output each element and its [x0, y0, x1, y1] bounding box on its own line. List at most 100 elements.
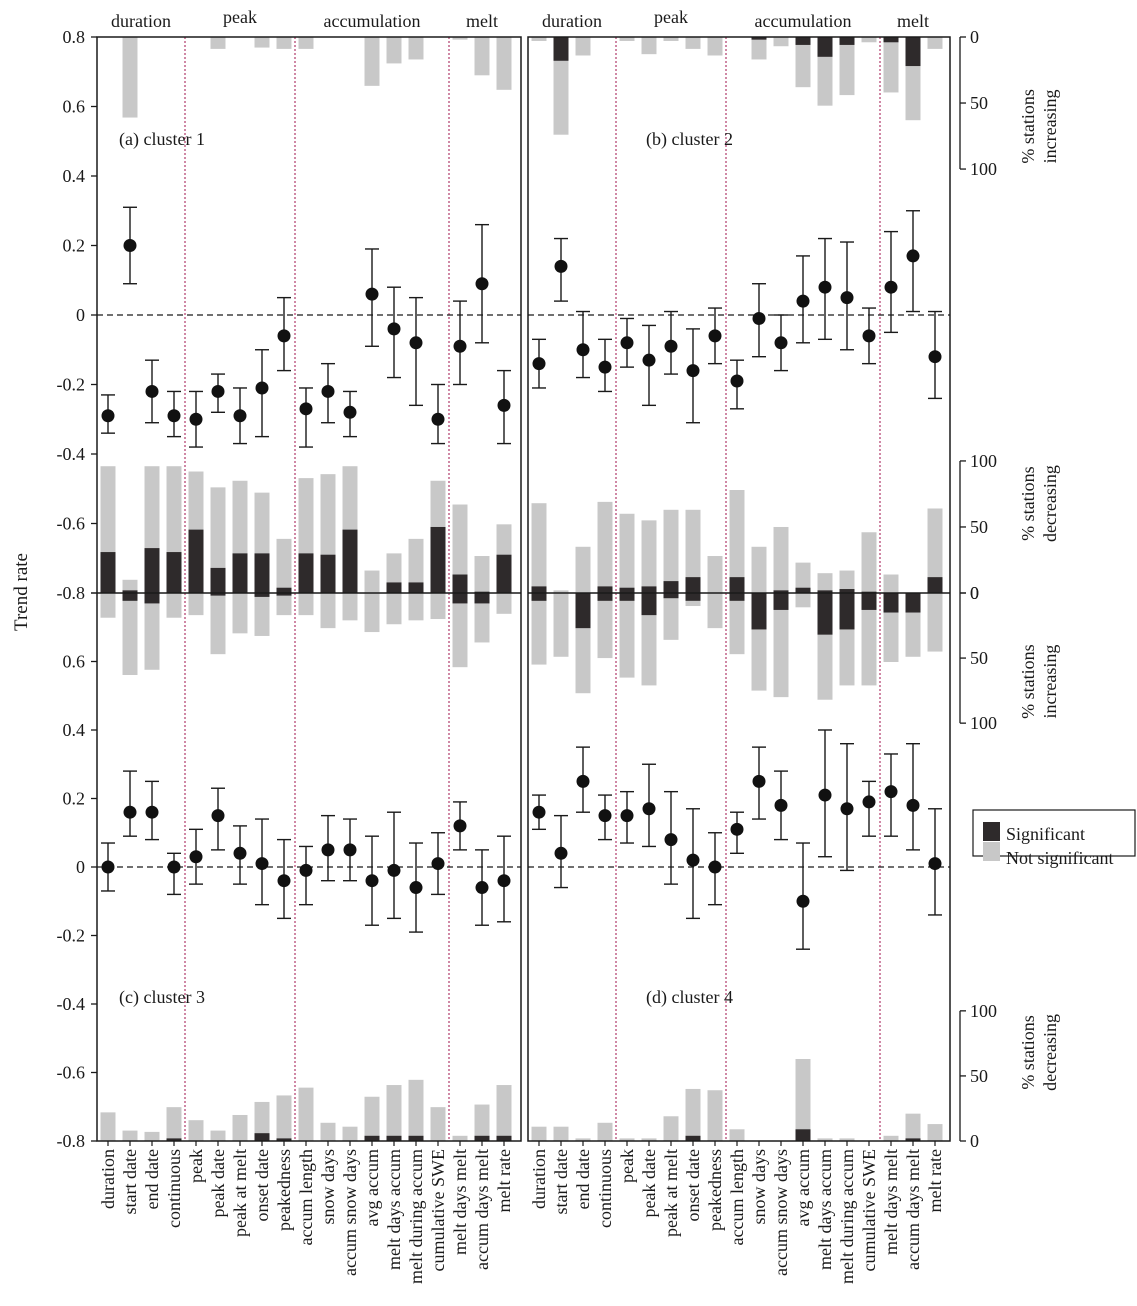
- y-tick-label: 0.6: [63, 97, 86, 117]
- increasing-bar: [685, 37, 701, 49]
- decreasing-bar-significant: [474, 1135, 490, 1141]
- increasing-bar-significant: [751, 593, 767, 630]
- trend-point: [233, 846, 247, 860]
- trend-point: [642, 802, 656, 816]
- decreasing-bar: [452, 1135, 468, 1141]
- x-tick-label: accum snow days: [340, 1149, 360, 1276]
- trend-point: [642, 353, 656, 367]
- right-tick-label-increasing: 100: [970, 159, 997, 179]
- x-tick-label: onset date: [252, 1149, 272, 1221]
- decreasing-bar-significant: [342, 529, 358, 593]
- increasing-bar-significant: [122, 593, 138, 601]
- decreasing-bar-significant: [795, 1129, 811, 1141]
- x-tick-label: cumulative SWE: [428, 1149, 448, 1271]
- increasing-bar: [452, 37, 468, 40]
- increasing-bar-significant: [861, 593, 877, 610]
- trend-point: [431, 857, 445, 871]
- decreasing-bar: [298, 1087, 314, 1141]
- increasing-bar-significant: [883, 593, 899, 613]
- trend-point: [532, 805, 546, 819]
- increasing-bar: [619, 37, 635, 41]
- legend-label-significant: Significant: [1006, 824, 1085, 844]
- decreasing-bar-significant: [188, 529, 204, 593]
- decreasing-bar-significant: [144, 548, 160, 593]
- decreasing-bar-significant: [496, 554, 512, 593]
- increasing-bar-significant: [905, 593, 921, 613]
- increasing-bar: [531, 593, 547, 665]
- increasing-bar: [927, 593, 943, 652]
- increasing-bar: [342, 593, 358, 621]
- decreasing-bar-significant: [122, 590, 138, 593]
- x-tick-label: melt days accum: [815, 1149, 835, 1270]
- trend-point: [101, 409, 115, 423]
- decreasing-bar-significant: [452, 574, 468, 593]
- decreasing-bar: [751, 546, 767, 593]
- decreasing-bar: [795, 1059, 811, 1141]
- trend-point: [620, 809, 634, 823]
- increasing-bar: [144, 593, 160, 670]
- trend-point: [686, 853, 700, 867]
- x-tick-label: peakedness: [274, 1149, 294, 1231]
- x-tick-label: peakedness: [705, 1149, 725, 1231]
- x-tick-label: peak: [617, 1149, 637, 1183]
- decreasing-bar: [883, 1135, 899, 1141]
- decreasing-bar: [619, 513, 635, 593]
- x-tick-label: melt during accum: [406, 1149, 426, 1284]
- decreasing-bar-significant: [839, 589, 855, 593]
- decreasing-bar-significant: [298, 553, 314, 593]
- increasing-bar-significant: [597, 593, 613, 601]
- x-tick-label: melt days melt: [881, 1149, 901, 1255]
- x-tick-label: peak: [186, 1149, 206, 1183]
- x-tick-label: accum days melt: [472, 1149, 492, 1270]
- group-label-duration: duration: [542, 11, 602, 31]
- decreasing-bar-significant: [386, 582, 402, 593]
- trend-point: [906, 249, 920, 263]
- decreasing-bar-significant: [773, 590, 789, 593]
- trend-point: [255, 381, 269, 395]
- decreasing-bar: [276, 1095, 292, 1141]
- axes-layer: 0.8 0.6 0.4 0.2 0 -0.2 -0.4 -0.6 -0.8 0.6 0.4 0.2 0 -…: [57, 7, 1061, 1284]
- increasing-bar: [364, 593, 380, 633]
- increasing-bar-significant: [663, 593, 679, 599]
- increasing-bar: [408, 593, 424, 621]
- trend-point: [167, 409, 181, 423]
- decreasing-bar: [729, 1129, 745, 1141]
- decreasing-bar: [188, 1120, 204, 1141]
- decreasing-bar-significant: [927, 577, 943, 593]
- trend-point: [796, 294, 810, 308]
- increasing-bar: [452, 593, 468, 668]
- decreasing-bar: [408, 538, 424, 593]
- increasing-bar-significant: [729, 593, 745, 601]
- decreasing-bar: [166, 1107, 182, 1141]
- increasing-bar-significant: [883, 37, 899, 43]
- trend-point: [598, 809, 612, 823]
- frame-left: [96, 36, 522, 1142]
- decreasing-bar: [773, 526, 789, 593]
- x-tick-label: accum days melt: [903, 1149, 923, 1270]
- increasing-bar: [298, 593, 314, 616]
- decreasing-bar: [795, 562, 811, 593]
- x-tick-label: peak date: [639, 1149, 659, 1217]
- x-tick-label: avg accum: [362, 1149, 382, 1226]
- decreasing-bar: [144, 1131, 160, 1141]
- decreasing-bar-significant: [641, 586, 657, 593]
- decreasing-bar: [927, 1124, 943, 1141]
- trend-point: [475, 881, 489, 895]
- legend-label-not-significant: Not significant: [1006, 848, 1113, 868]
- increasing-bar: [773, 37, 789, 47]
- decreasing-bar: [927, 508, 943, 593]
- increasing-bar: [597, 593, 613, 659]
- increasing-bar: [232, 593, 248, 634]
- trend-point: [818, 280, 832, 294]
- x-tick-label: continuous: [164, 1149, 184, 1228]
- group-label-accumulation: accumulation: [755, 11, 852, 31]
- increasing-bar-significant: [452, 593, 468, 604]
- decreasing-bar: [474, 1104, 490, 1141]
- trend-point: [321, 843, 335, 857]
- panel-1: (a) cluster 1: [97, 37, 521, 593]
- right-label-increasing: % stations increasing: [1018, 89, 1060, 164]
- increasing-bar: [254, 593, 270, 636]
- decreasing-bar-significant: [795, 587, 811, 593]
- trend-point: [123, 805, 137, 819]
- increasing-bar-significant: [773, 593, 789, 610]
